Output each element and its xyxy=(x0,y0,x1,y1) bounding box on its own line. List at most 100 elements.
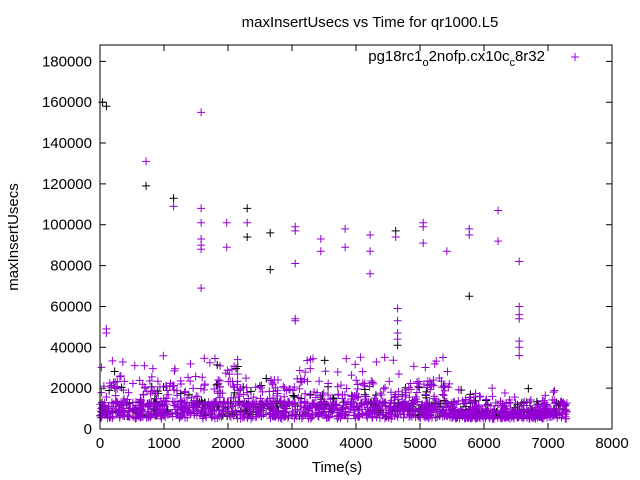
y-axis-label: maxInsertUsecs xyxy=(5,183,22,291)
data-point xyxy=(333,367,342,376)
data-point xyxy=(409,398,418,407)
data-point xyxy=(526,395,535,404)
data-point xyxy=(243,414,252,423)
data-point xyxy=(295,384,304,393)
data-point xyxy=(465,393,474,402)
data-point xyxy=(186,377,195,386)
data-point xyxy=(429,376,438,385)
data-point xyxy=(220,397,229,406)
data-point xyxy=(116,372,125,381)
data-point xyxy=(325,404,334,413)
data-point xyxy=(222,218,231,227)
data-point xyxy=(213,413,222,422)
data-point xyxy=(512,410,521,419)
data-point xyxy=(486,401,495,410)
data-point xyxy=(510,393,519,402)
data-point xyxy=(256,406,265,415)
data-point xyxy=(308,410,317,419)
data-point xyxy=(366,230,375,239)
data-point xyxy=(399,404,408,413)
data-point xyxy=(393,401,402,410)
data-point xyxy=(162,381,171,390)
data-point xyxy=(562,399,571,408)
x-tick-label: 6000 xyxy=(467,435,500,452)
data-point xyxy=(341,411,350,420)
data-point xyxy=(556,400,565,409)
data-point xyxy=(352,376,361,385)
data-point xyxy=(315,408,324,417)
data-point xyxy=(291,259,300,268)
data-point xyxy=(378,397,387,406)
data-point xyxy=(311,393,320,402)
data-point xyxy=(232,364,241,373)
data-point xyxy=(147,372,156,381)
data-point xyxy=(291,226,300,235)
data-point xyxy=(381,383,390,392)
data-point xyxy=(128,398,137,407)
data-point xyxy=(178,405,187,414)
data-point xyxy=(176,376,185,385)
data-point xyxy=(324,391,333,400)
data-point xyxy=(142,157,151,166)
data-point xyxy=(363,403,372,412)
plot-frame xyxy=(99,44,613,430)
data-point xyxy=(316,247,325,256)
data-point xyxy=(426,385,435,394)
data-point xyxy=(544,409,553,418)
data-point xyxy=(160,402,169,411)
data-point xyxy=(101,403,110,412)
data-point xyxy=(143,401,152,410)
data-point xyxy=(471,389,480,398)
data-point xyxy=(297,414,306,423)
data-point xyxy=(210,354,219,363)
data-point xyxy=(180,388,189,397)
data-point xyxy=(198,412,207,421)
data-point xyxy=(372,413,381,422)
data-point xyxy=(173,403,182,412)
data-point xyxy=(148,387,157,396)
data-point xyxy=(341,403,350,412)
y-tick-label: 140000 xyxy=(42,135,92,152)
data-point xyxy=(341,224,350,233)
data-point xyxy=(419,222,428,231)
data-point xyxy=(499,406,508,415)
data-point xyxy=(281,412,290,421)
data-point xyxy=(366,269,375,278)
data-point xyxy=(193,397,202,406)
data-point xyxy=(445,379,454,388)
data-point xyxy=(297,377,306,386)
data-point xyxy=(386,404,395,413)
data-point xyxy=(465,292,474,301)
data-point xyxy=(138,406,147,415)
data-point xyxy=(162,386,171,395)
data-point xyxy=(197,204,206,213)
data-point xyxy=(469,409,478,418)
data-point xyxy=(249,393,258,402)
data-point xyxy=(395,406,404,415)
data-point xyxy=(306,355,315,364)
data-point xyxy=(241,374,250,383)
data-point xyxy=(425,377,434,386)
data-point xyxy=(106,413,115,422)
data-point xyxy=(213,398,222,407)
data-point xyxy=(145,376,154,385)
data-point xyxy=(347,371,356,380)
data-point xyxy=(158,406,167,415)
data-point xyxy=(370,402,379,411)
data-point xyxy=(170,386,179,395)
data-point xyxy=(433,412,442,421)
data-point xyxy=(105,413,114,422)
data-point xyxy=(351,360,360,369)
data-point xyxy=(316,235,325,244)
data-point xyxy=(97,388,106,397)
data-point xyxy=(233,355,242,364)
data-point xyxy=(438,353,447,362)
data-point xyxy=(113,377,122,386)
data-point xyxy=(288,400,297,409)
data-point xyxy=(538,396,547,405)
data-point xyxy=(432,405,441,414)
data-point xyxy=(430,392,439,401)
data-point xyxy=(457,408,466,417)
data-point xyxy=(290,392,299,401)
data-point xyxy=(454,396,463,405)
